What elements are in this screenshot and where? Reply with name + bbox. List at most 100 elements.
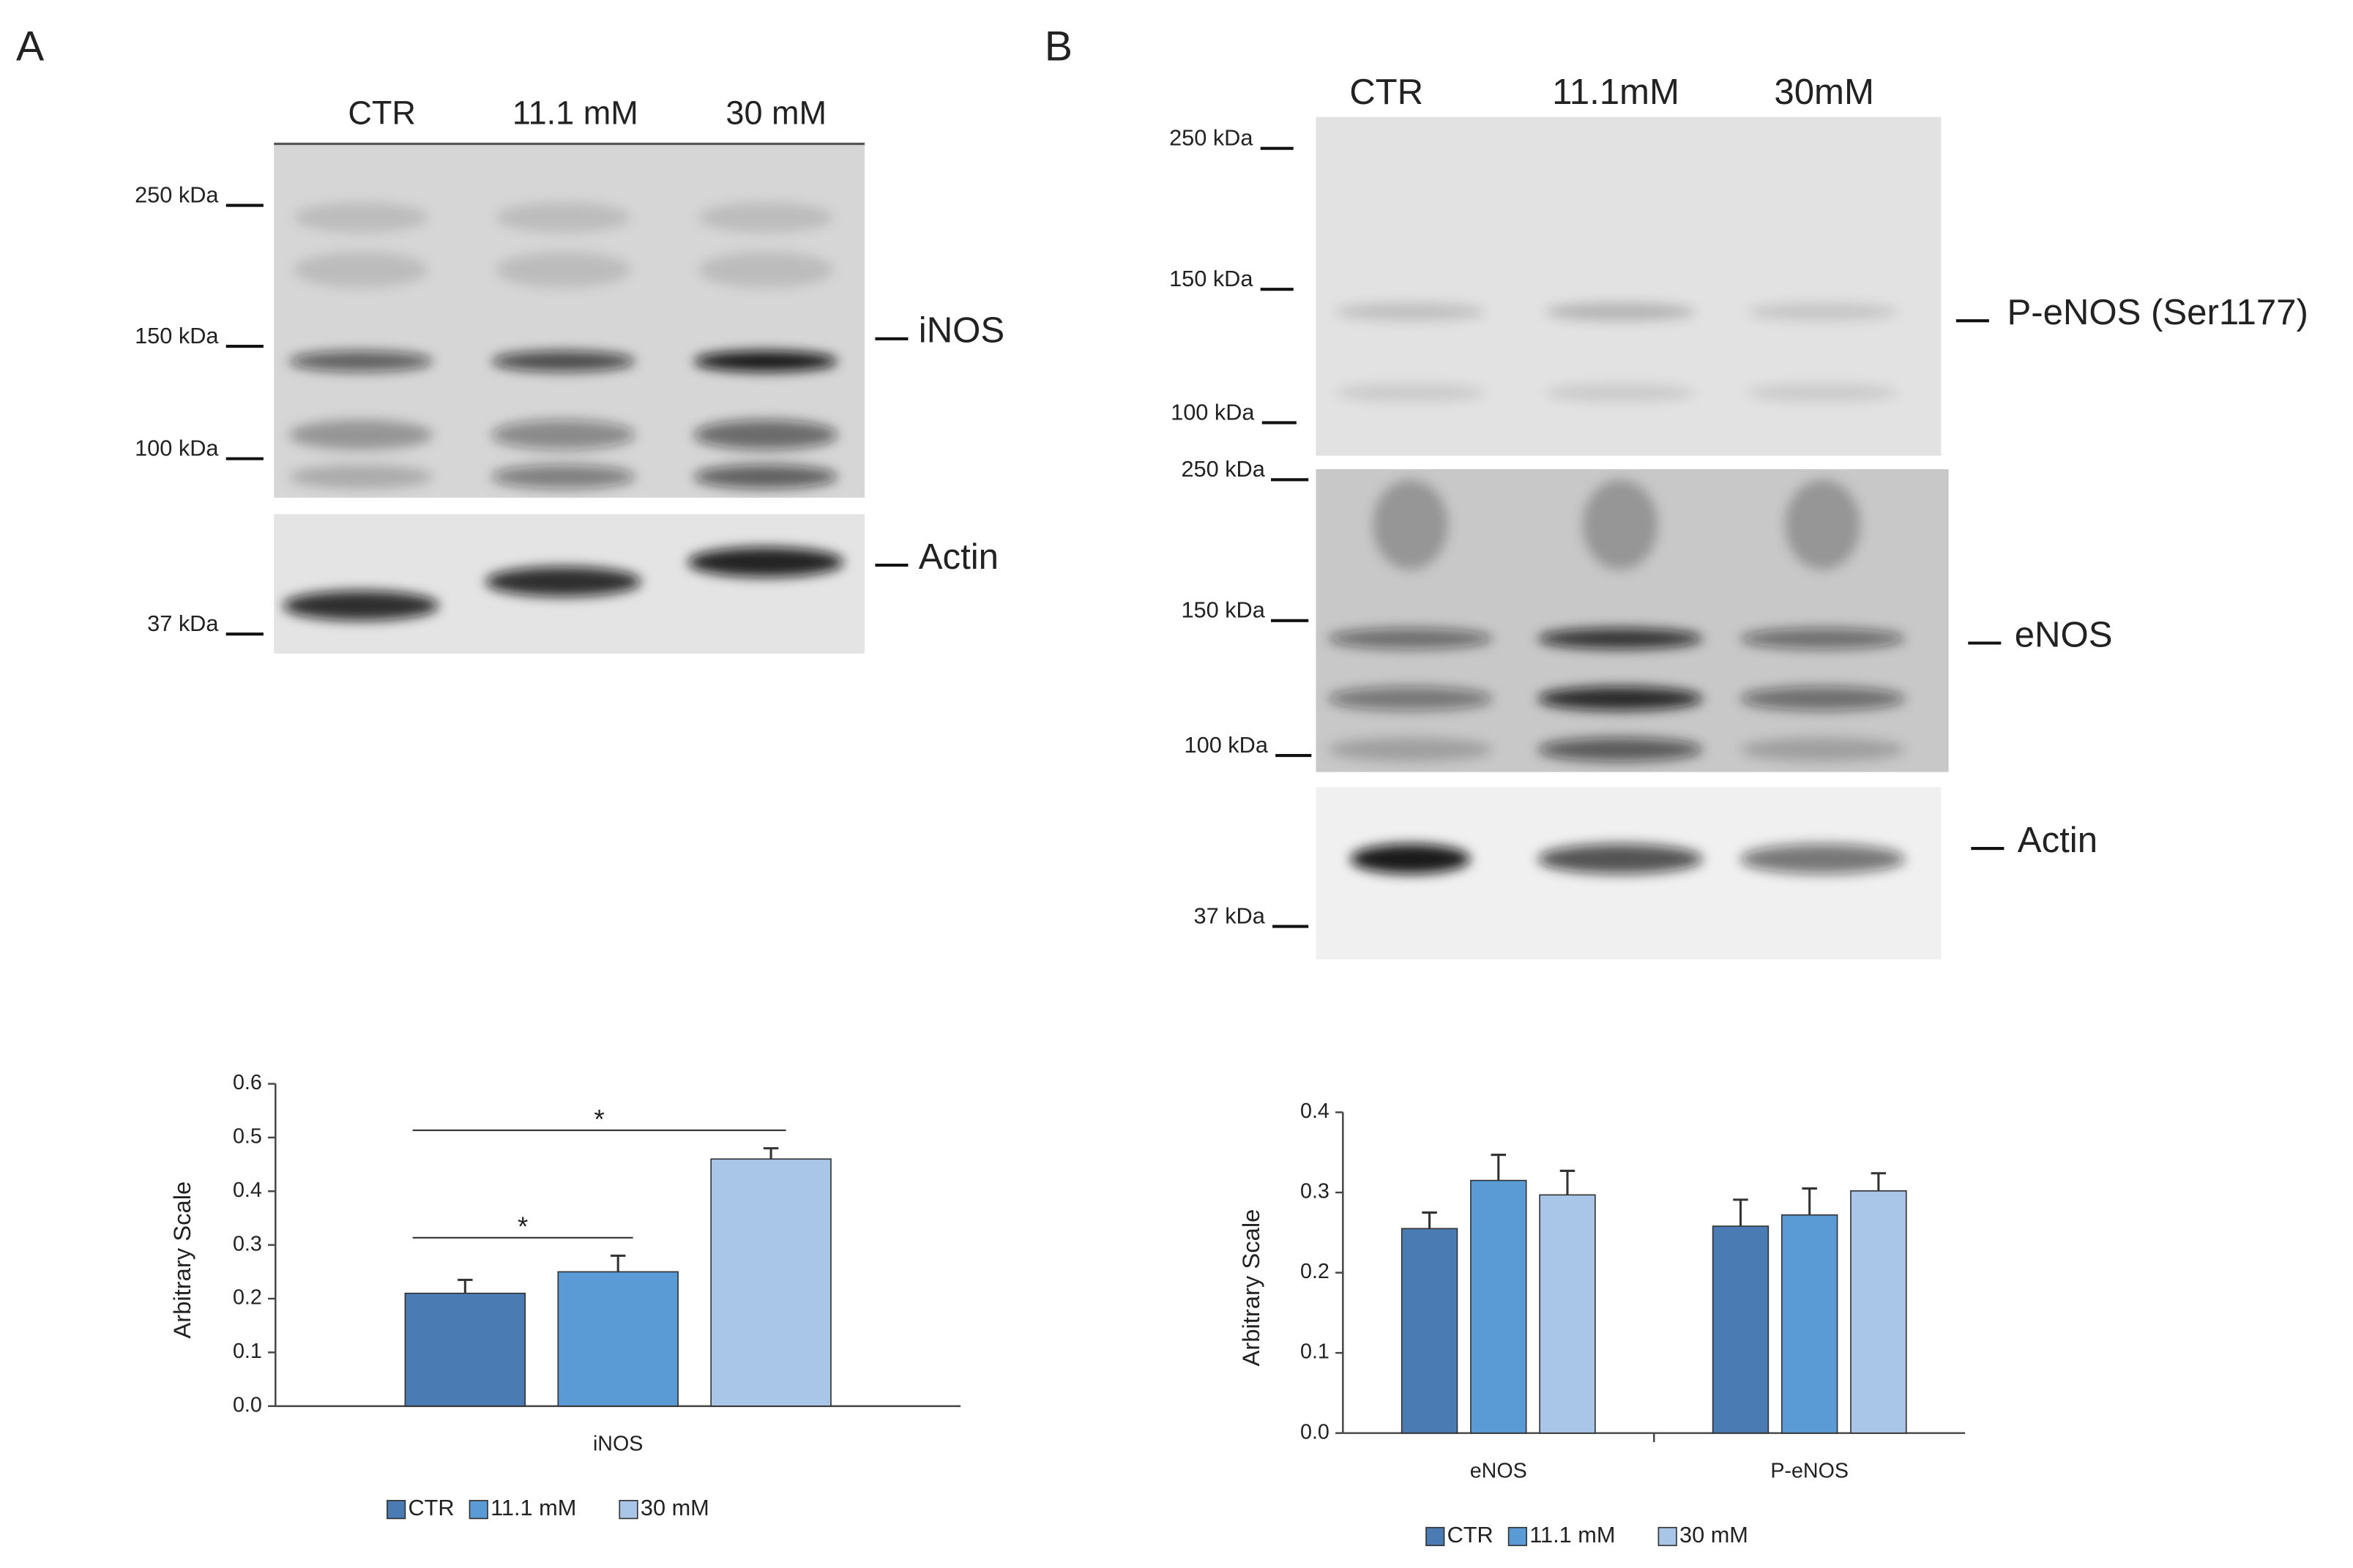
blot-band bbox=[698, 252, 834, 288]
blot-band bbox=[693, 419, 838, 450]
blot-band bbox=[288, 464, 433, 489]
marker-label: 100 kDa bbox=[1171, 399, 1255, 425]
lane-label: 11.1 mM bbox=[512, 94, 638, 132]
marker-label: 250 kDa bbox=[1169, 125, 1253, 151]
y-tick-label: 0.0 bbox=[233, 1393, 262, 1416]
y-tick-label: 0.3 bbox=[233, 1232, 262, 1255]
significance-label: * bbox=[518, 1212, 528, 1242]
charts: 0.0 0.1 0.2 0.3 0.4 0.5 0.6 Arbitrary Scale iNOS… bbox=[168, 1071, 1966, 1548]
legend-label: CTR bbox=[1447, 1522, 1494, 1548]
error-bar bbox=[458, 1278, 473, 1293]
blots: CTR 11.1 mM 30 mM CTR 11.1mM 30mM 250 kDa 150 k… bbox=[135, 72, 2308, 960]
blot-band bbox=[491, 419, 635, 450]
band-label: P-eNOS (Ser1177) bbox=[2007, 293, 2308, 332]
lane-label: CTR bbox=[1349, 72, 1423, 112]
blot-band bbox=[485, 567, 641, 597]
error-bar bbox=[1559, 1169, 1575, 1195]
bar bbox=[557, 1271, 679, 1407]
legend-label: 11.1 mM bbox=[1529, 1522, 1615, 1548]
y-tick-label: 0.4 bbox=[1300, 1100, 1330, 1123]
blot-band bbox=[698, 202, 834, 233]
y-tick-label: 0.5 bbox=[233, 1125, 262, 1149]
y-axis-label: Arbitrary Scale bbox=[168, 1181, 195, 1339]
y-axis-label: Arbitrary Scale bbox=[1237, 1209, 1264, 1367]
blot-band bbox=[1739, 843, 1906, 874]
error-bar bbox=[610, 1254, 626, 1272]
blot-band bbox=[1373, 479, 1448, 570]
x-tick-label: iNOS bbox=[593, 1433, 643, 1456]
y-tick-label: 0.6 bbox=[233, 1071, 262, 1094]
significance-label: * bbox=[594, 1104, 604, 1134]
legend-swatch bbox=[619, 1500, 638, 1520]
blot-band bbox=[693, 351, 838, 372]
blot-band bbox=[1537, 628, 1703, 649]
y-tick-label: 0.1 bbox=[233, 1340, 262, 1363]
blot-band bbox=[1537, 737, 1703, 762]
blot-band bbox=[1582, 479, 1658, 570]
blot-band bbox=[1327, 737, 1494, 762]
blot-band bbox=[293, 252, 429, 288]
band-label: eNOS bbox=[2015, 615, 2113, 654]
band-label: Actin bbox=[919, 537, 999, 577]
blot-band bbox=[1335, 302, 1485, 321]
panel-label: A bbox=[16, 23, 45, 70]
y-tick-label: 0.3 bbox=[1300, 1180, 1330, 1203]
legend-label: 11.1 mM bbox=[491, 1495, 576, 1520]
bar bbox=[1401, 1228, 1458, 1434]
blot-band bbox=[491, 351, 635, 372]
blot-band bbox=[491, 464, 635, 489]
blot-band bbox=[1785, 479, 1860, 570]
band-label: Actin bbox=[2018, 821, 2097, 860]
bar bbox=[1780, 1214, 1838, 1434]
marker-label: 250 kDa bbox=[1181, 456, 1265, 482]
blot-band bbox=[496, 252, 631, 288]
lane-label: 30mM bbox=[1774, 72, 1874, 112]
legend-swatch bbox=[1425, 1526, 1445, 1547]
blot-band bbox=[288, 419, 433, 450]
band-label: iNOS bbox=[919, 311, 1004, 351]
legend-swatch bbox=[469, 1500, 488, 1520]
legend-swatch bbox=[1507, 1526, 1527, 1547]
legend-swatch bbox=[1657, 1526, 1677, 1547]
blot-band bbox=[1537, 686, 1703, 711]
y-tick-label: 0.2 bbox=[1300, 1260, 1330, 1283]
error-bar bbox=[1422, 1211, 1437, 1229]
bar bbox=[1539, 1194, 1596, 1434]
blot-band bbox=[1739, 737, 1906, 762]
blot-band bbox=[283, 590, 439, 621]
blot-bands bbox=[1327, 302, 1906, 874]
blot-band bbox=[1748, 384, 1898, 402]
marker-label: 150 kDa bbox=[1181, 597, 1265, 623]
y-tick-label: 0.1 bbox=[1300, 1340, 1330, 1364]
marker-label: 150 kDa bbox=[135, 323, 219, 348]
blot-band bbox=[496, 202, 631, 233]
marker-label: 250 kDa bbox=[135, 182, 219, 207]
error-bar bbox=[1871, 1172, 1887, 1191]
blot-band bbox=[687, 547, 844, 578]
lane-label: 11.1mM bbox=[1552, 72, 1679, 112]
bar bbox=[404, 1292, 526, 1407]
lane-label: CTR bbox=[348, 94, 416, 132]
blot-band bbox=[1545, 384, 1696, 402]
blot-band bbox=[1739, 686, 1906, 711]
y-tick-label: 0.0 bbox=[1300, 1420, 1330, 1444]
bar bbox=[1470, 1179, 1527, 1434]
bar bbox=[1850, 1190, 1907, 1434]
blot-band bbox=[1335, 384, 1485, 402]
x-tick-label: eNOS bbox=[1470, 1460, 1527, 1483]
blot-band bbox=[1327, 686, 1494, 711]
marker-label: 37 kDa bbox=[1194, 903, 1266, 928]
blot-band bbox=[1350, 843, 1471, 874]
error-bar bbox=[763, 1147, 779, 1160]
blot-band bbox=[1537, 843, 1703, 874]
legend-label: CTR bbox=[409, 1495, 455, 1520]
error-bar bbox=[1733, 1198, 1748, 1227]
blot-band bbox=[1327, 628, 1494, 649]
blot-band bbox=[693, 464, 838, 489]
legend-label: 30 mM bbox=[641, 1495, 709, 1520]
marker-label: 150 kDa bbox=[1169, 266, 1253, 291]
legend-swatch bbox=[387, 1500, 406, 1520]
blot-band bbox=[293, 202, 429, 233]
